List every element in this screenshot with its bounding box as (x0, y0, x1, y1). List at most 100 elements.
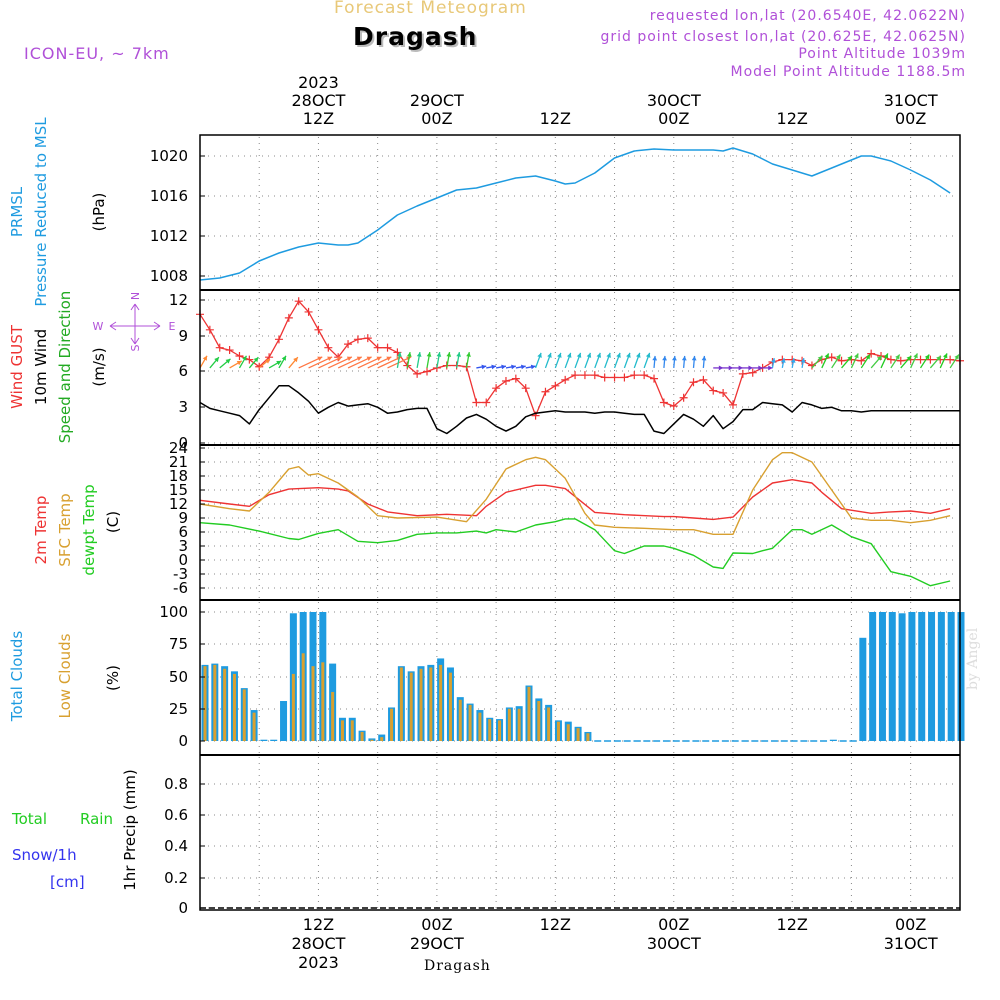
wind-gust-marker (699, 375, 708, 384)
time-axis-bottom-label: 29OCT (410, 934, 464, 953)
low-cloud-bar (390, 708, 394, 741)
prmsl-axis-label: PRMSL (8, 186, 26, 237)
low-cloud-bar (380, 737, 384, 741)
low-cloud-bar (291, 673, 295, 741)
wind-gust-marker (689, 378, 698, 387)
wind-gust-marker (867, 349, 876, 358)
low-cloud-bar (399, 667, 403, 741)
location-title: Dragash (353, 22, 478, 51)
wind-arrow-head (236, 360, 242, 366)
wind-gust-marker (363, 334, 372, 343)
wind-arrow-head (662, 355, 667, 361)
low-cloud-bar (556, 721, 560, 741)
wind-arrow-head (672, 355, 677, 361)
wind-gust-marker (501, 377, 510, 386)
y-tick-label: 12 (169, 291, 188, 309)
low-cloud-bar (242, 689, 246, 741)
wind-arrow-head (356, 356, 362, 361)
wind-gust-marker (314, 325, 323, 334)
wind-arrow-head (557, 352, 562, 358)
wind-gust-marker (748, 368, 757, 377)
wind-arrow-head (466, 352, 471, 357)
total-cloud-bar (947, 612, 955, 741)
wind-arrow-head (511, 364, 516, 370)
time-axis-top-label: 31OCT (884, 91, 938, 110)
wind-arrow-head (337, 356, 343, 361)
wind-arrow-head (386, 356, 392, 361)
wind-arrow-head (547, 352, 552, 358)
low-cloud-bar (537, 701, 541, 741)
wind-arrow-head (253, 357, 259, 363)
y-tick-label: 3 (178, 398, 188, 416)
wind-gust-marker (561, 375, 570, 384)
snow-label: Snow/1h (12, 846, 77, 864)
wind-gust-marker (679, 393, 688, 402)
grid-layer (202, 137, 958, 909)
time-axis-top-label: 12Z (303, 109, 334, 128)
time-axis-top-label: 29OCT (410, 91, 464, 110)
total-cloud-bar (859, 637, 867, 741)
wind-gust-marker (926, 355, 935, 364)
time-axis-bottom-label: 12Z (777, 915, 808, 934)
wind-gust-marker (482, 398, 491, 407)
total-cloud-bar (878, 612, 886, 741)
time-axis-top-label: 28OCT (291, 91, 345, 110)
y-tick-label: 12 (169, 495, 188, 513)
time-axis-bottom-label: 12Z (540, 915, 571, 934)
wind-arrow-head (376, 356, 382, 361)
wind-gust-marker (709, 386, 718, 395)
sfc-temp-line (199, 452, 951, 535)
wind-arrow-head (596, 352, 602, 358)
total-clouds-axis-label: Total Clouds (8, 631, 26, 723)
wind-gust-marker (472, 398, 481, 407)
total-cloud-bar (869, 612, 877, 741)
wind-gust-marker (511, 374, 520, 383)
pressure-axis-label: Pressure Reduced to MSL (32, 117, 50, 307)
low-cloud-bar (458, 699, 462, 741)
wind-gust-marker (521, 384, 530, 393)
wind-gust-marker (600, 373, 609, 382)
wind-arrow-head (491, 364, 497, 370)
time-axis-top-label: 00Z (895, 109, 926, 128)
model-point-altitude: Model Point Altitude 1188.5m (730, 64, 966, 80)
wind-gust-marker (630, 371, 639, 380)
wind-gust-marker (383, 343, 392, 352)
wind-gust-marker (659, 398, 668, 407)
wind-arrow-head (771, 358, 776, 363)
wind-arrow-head (265, 358, 270, 364)
wind-arrow-head (691, 355, 697, 361)
wind-arrow-head (758, 365, 763, 371)
wind-arrow-head (501, 364, 506, 370)
y-tick-label: 6 (178, 362, 188, 380)
wind-arrow-head (847, 355, 853, 361)
total-rain-label-total: Total (11, 810, 47, 828)
wind-arrow-head (202, 355, 207, 361)
wind-gust-marker (245, 355, 254, 364)
y-tick-label: 0.8 (164, 775, 188, 793)
low-cloud-bar (409, 672, 413, 741)
compass-vertical-arrow (130, 303, 140, 345)
compass-east: E (169, 320, 176, 333)
wind-arrow-head (214, 357, 219, 363)
wind-arrow-head (416, 352, 422, 357)
wind-gust-marker (837, 356, 846, 365)
low-cloud-bar (439, 664, 443, 741)
wind-arrow-head (854, 353, 859, 359)
low-cloud-bar (547, 707, 551, 741)
y-tick-label: 100 (159, 603, 188, 621)
low-cloud-bar (213, 664, 217, 741)
wind-gust-marker (728, 400, 737, 409)
clouds-unit-label: (%) (104, 665, 122, 691)
y-tick-label: 9 (178, 327, 188, 345)
low-cloud-bar (350, 720, 354, 741)
low-cloud-bar (478, 712, 482, 741)
total-cloud-bar (908, 612, 916, 741)
wind-arrow-head (616, 352, 621, 358)
wind-gust-marker (541, 387, 550, 396)
low-cloud-bar (321, 662, 325, 741)
wind-gust-marker (324, 343, 333, 352)
total-cloud-bar (368, 738, 376, 741)
low-cloud-bar (566, 724, 570, 741)
data-layer (196, 147, 965, 909)
wind-gust-marker (827, 353, 836, 362)
